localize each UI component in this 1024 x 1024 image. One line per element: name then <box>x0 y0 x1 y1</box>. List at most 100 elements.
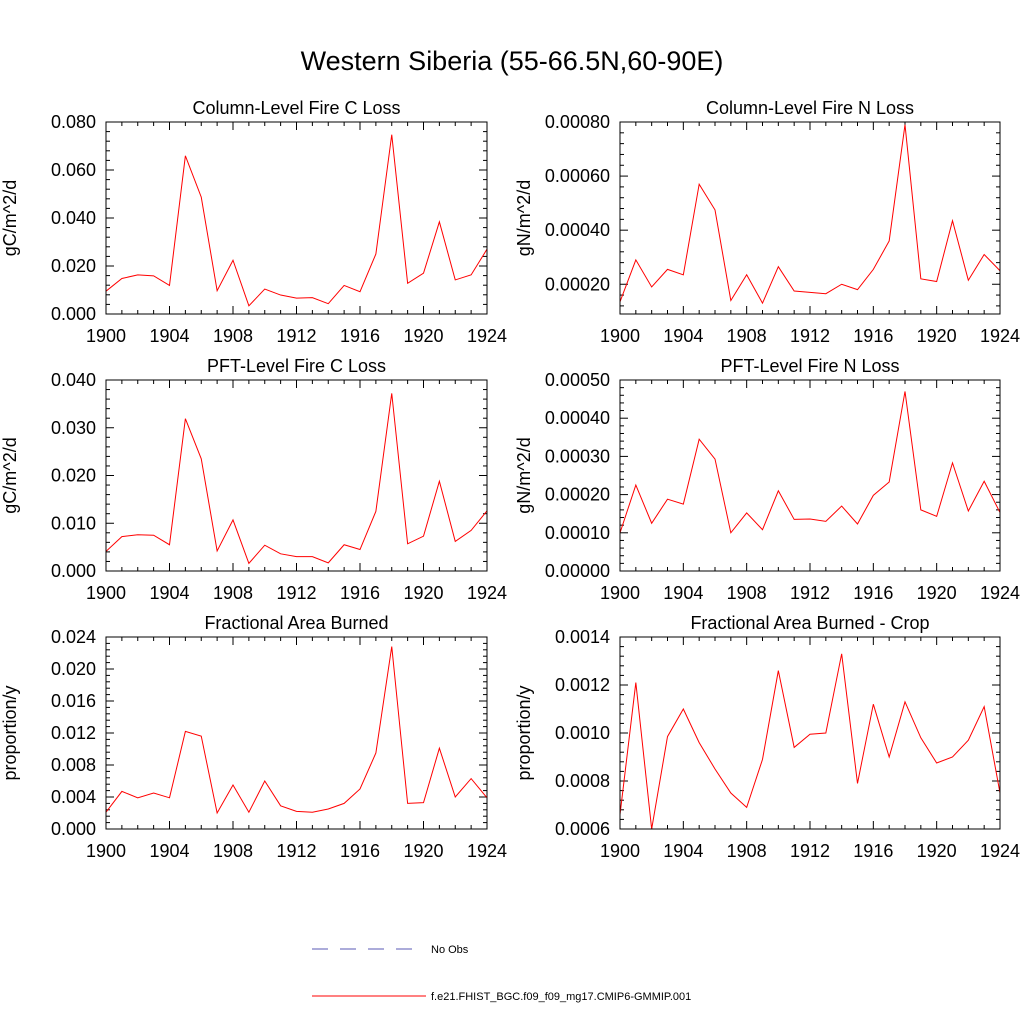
y-tick-label: 0.020 <box>51 256 96 276</box>
y-tick-label: 0.000 <box>51 819 96 839</box>
y-tick-label: 0.00040 <box>545 408 610 428</box>
x-tick-label: 1908 <box>727 841 767 861</box>
y-tick-label: 0.00060 <box>545 166 610 186</box>
x-tick-label: 1908 <box>727 583 767 603</box>
y-tick-label: 0.0008 <box>555 771 610 791</box>
y-tick-label: 0.00050 <box>545 370 610 390</box>
chart-panel: PFT-Level Fire C Loss gC/m^2/d 1900 1904 190… <box>0 356 507 603</box>
y-axis-label: proportion/y <box>514 685 534 780</box>
y-tick-label: 0.00020 <box>545 485 610 505</box>
plot-frame <box>619 121 1001 315</box>
y-tick-label: 0.00030 <box>545 446 610 466</box>
y-tick-label: 0.008 <box>51 755 96 775</box>
y-tick-label: 0.060 <box>51 160 96 180</box>
x-tick-label: 1916 <box>340 326 380 346</box>
x-tick-label: 1924 <box>467 841 507 861</box>
y-tick-label: 0.00080 <box>545 112 610 132</box>
x-tick-label: 1900 <box>86 583 126 603</box>
y-tick-label: 0.00020 <box>545 274 610 294</box>
y-tick-label: 0.004 <box>51 787 96 807</box>
y-axis-label: proportion/y <box>0 685 20 780</box>
x-tick-label: 1900 <box>600 583 640 603</box>
x-tick-label: 1904 <box>149 583 189 603</box>
x-tick-label: 1920 <box>917 583 957 603</box>
x-tick-label: 1924 <box>980 583 1020 603</box>
y-axis-label: gC/m^2/d <box>0 180 20 256</box>
panel-title: Fractional Area Burned <box>204 613 388 633</box>
x-tick-label: 1920 <box>403 841 443 861</box>
plot-frame <box>105 379 488 572</box>
x-tick-label: 1908 <box>727 326 767 346</box>
x-tick-label: 1916 <box>340 583 380 603</box>
x-tick-label: 1916 <box>853 841 893 861</box>
series-line <box>106 646 487 815</box>
panel-title: Column-Level Fire N Loss <box>706 98 914 118</box>
chart-panel: Column-Level Fire C Loss gC/m^2/d 1900 1904… <box>0 98 507 346</box>
y-tick-label: 0.010 <box>51 513 96 533</box>
x-tick-label: 1912 <box>276 583 316 603</box>
chart-panel: Fractional Area Burned - Crop proportion/… <box>514 613 1020 861</box>
y-axis-label: gN/m^2/d <box>514 180 534 256</box>
y-tick-label: 0.040 <box>51 208 96 228</box>
x-tick-label: 1916 <box>853 326 893 346</box>
x-tick-label: 1920 <box>917 326 957 346</box>
x-tick-label: 1908 <box>213 583 253 603</box>
x-tick-label: 1900 <box>600 841 640 861</box>
x-tick-label: 1904 <box>149 841 189 861</box>
x-tick-label: 1904 <box>663 841 703 861</box>
x-tick-label: 1912 <box>790 841 830 861</box>
y-axis-label: gC/m^2/d <box>0 437 20 513</box>
y-tick-label: 0.024 <box>51 627 96 647</box>
x-tick-label: 1904 <box>149 326 189 346</box>
x-tick-label: 1900 <box>86 841 126 861</box>
series-line <box>106 393 487 565</box>
y-tick-label: 0.020 <box>51 659 96 679</box>
y-tick-label: 0.000 <box>51 304 96 324</box>
y-tick-label: 0.030 <box>51 418 96 438</box>
x-tick-label: 1912 <box>276 326 316 346</box>
y-tick-label: 0.040 <box>51 370 96 390</box>
x-tick-label: 1920 <box>403 583 443 603</box>
x-tick-label: 1900 <box>600 326 640 346</box>
plot-frame <box>619 636 1001 830</box>
y-tick-label: 0.00040 <box>545 220 610 240</box>
y-tick-label: 0.00010 <box>545 523 610 543</box>
x-tick-label: 1924 <box>980 841 1020 861</box>
chart-panel: PFT-Level Fire N Loss gN/m^2/d 1900 1904 190… <box>514 356 1020 603</box>
x-tick-label: 1920 <box>917 841 957 861</box>
page-title: Western Siberia (55-66.5N,60-90E) <box>300 46 724 76</box>
y-axis-label: gN/m^2/d <box>514 437 534 513</box>
x-tick-label: 1916 <box>340 841 380 861</box>
x-tick-label: 1912 <box>276 841 316 861</box>
y-tick-label: 0.0010 <box>555 723 610 743</box>
chart-panel: Fractional Area Burned proportion/y 1900 19… <box>0 613 507 861</box>
y-tick-label: 0.0012 <box>555 675 610 695</box>
x-tick-label: 1908 <box>213 841 253 861</box>
y-tick-label: 0.0006 <box>555 819 610 839</box>
x-tick-label: 1924 <box>980 326 1020 346</box>
x-tick-label: 1924 <box>467 326 507 346</box>
y-tick-label: 0.00000 <box>545 561 610 581</box>
series-line <box>106 134 487 307</box>
x-tick-label: 1916 <box>853 583 893 603</box>
legend-label: f.e21.FHIST_BGC.f09_f09_mg17.CMIP6-GMMIP… <box>431 991 691 1003</box>
series-line <box>620 391 1000 534</box>
panel-title: Fractional Area Burned - Crop <box>690 613 929 633</box>
x-tick-label: 1900 <box>86 326 126 346</box>
y-tick-label: 0.0014 <box>555 627 610 647</box>
plot-frame <box>105 636 488 830</box>
panel-title: PFT-Level Fire C Loss <box>207 356 386 376</box>
x-tick-label: 1908 <box>213 326 253 346</box>
legend-label: No Obs <box>431 944 469 956</box>
series-line <box>620 124 1000 305</box>
y-tick-label: 0.000 <box>51 561 96 581</box>
chart-panel: Column-Level Fire N Loss gN/m^2/d 1900 1904… <box>514 98 1020 346</box>
plot-frame <box>619 379 1001 572</box>
x-tick-label: 1920 <box>403 326 443 346</box>
x-tick-label: 1904 <box>663 326 703 346</box>
x-tick-label: 1904 <box>663 583 703 603</box>
panel-title: PFT-Level Fire N Loss <box>720 356 899 376</box>
y-tick-label: 0.020 <box>51 466 96 486</box>
panel-title: Column-Level Fire C Loss <box>192 98 400 118</box>
